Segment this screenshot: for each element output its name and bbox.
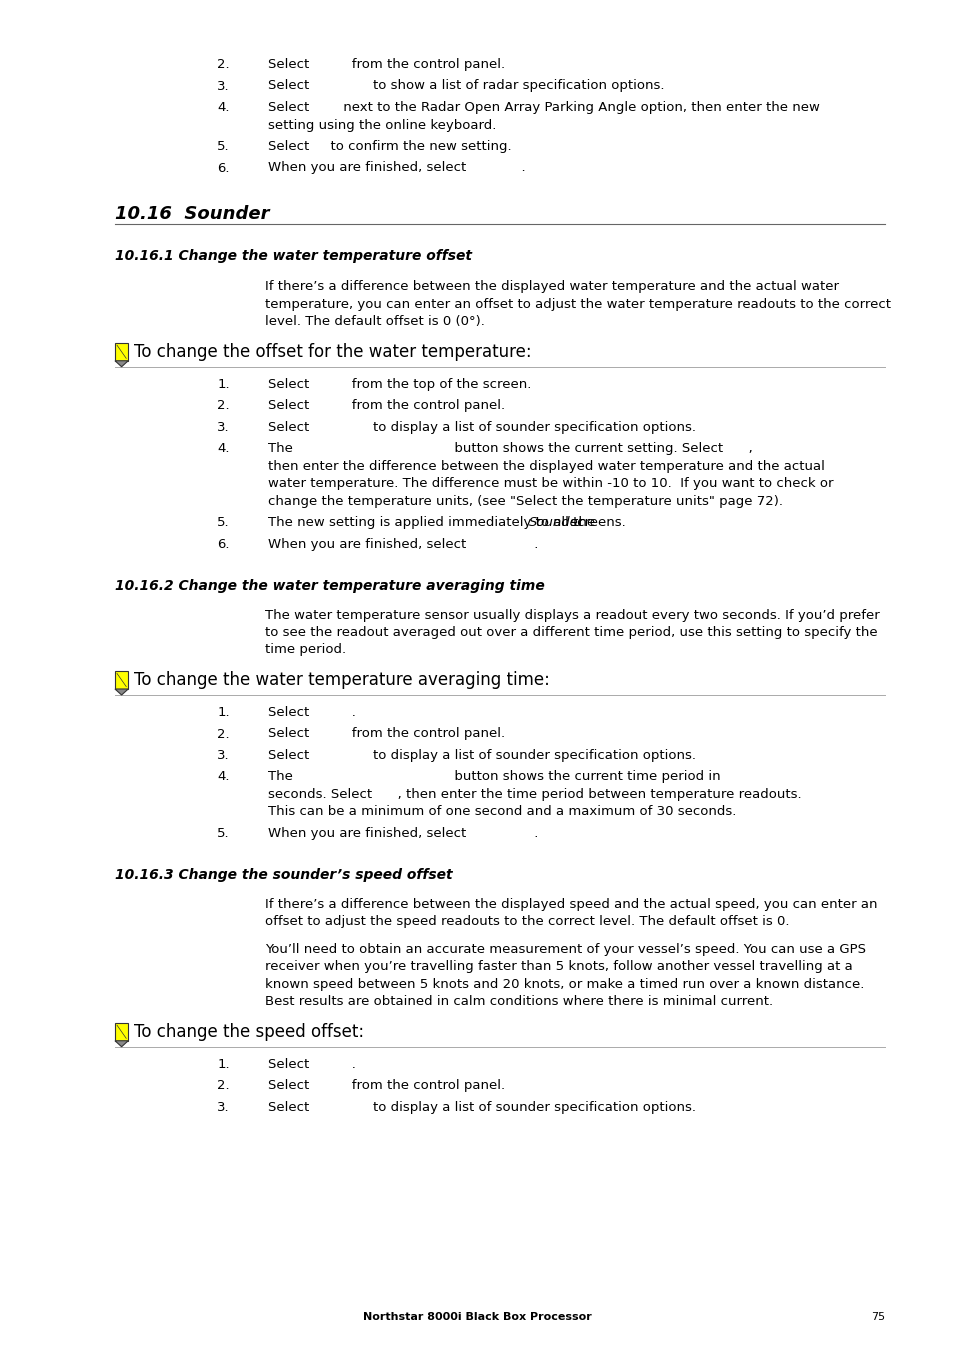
Text: setting using the online keyboard.: setting using the online keyboard. bbox=[268, 119, 496, 131]
Text: 3.: 3. bbox=[217, 1100, 230, 1114]
Text: If there’s a difference between the displayed speed and the actual speed, you ca: If there’s a difference between the disp… bbox=[265, 898, 877, 911]
Text: to see the readout averaged out over a different time period, use this setting t: to see the readout averaged out over a d… bbox=[265, 626, 877, 639]
Text: 5.: 5. bbox=[217, 828, 230, 840]
Polygon shape bbox=[115, 343, 128, 360]
Text: Sounder: Sounder bbox=[529, 516, 584, 529]
Text: If there’s a difference between the displayed water temperature and the actual w: If there’s a difference between the disp… bbox=[265, 281, 838, 293]
Text: 2.: 2. bbox=[217, 1079, 230, 1092]
Text: You’ll need to obtain an accurate measurement of your vessel’s speed. You can us: You’ll need to obtain an accurate measur… bbox=[265, 942, 865, 956]
Text: 10.16.2 Change the water temperature averaging time: 10.16.2 Change the water temperature ave… bbox=[115, 579, 544, 593]
Text: To change the offset for the water temperature:: To change the offset for the water tempe… bbox=[134, 343, 531, 360]
Text: then enter the difference between the displayed water temperature and the actual: then enter the difference between the di… bbox=[268, 460, 824, 472]
Text: To change the speed offset:: To change the speed offset: bbox=[134, 1023, 364, 1041]
Text: 6.: 6. bbox=[217, 162, 230, 174]
Polygon shape bbox=[115, 671, 128, 689]
Polygon shape bbox=[115, 1023, 128, 1041]
Text: change the temperature units, (see "Select the temperature units" page 72).: change the temperature units, (see "Sele… bbox=[268, 494, 782, 508]
Text: This can be a minimum of one second and a maximum of 30 seconds.: This can be a minimum of one second and … bbox=[268, 806, 736, 818]
Text: 2.: 2. bbox=[217, 58, 230, 72]
Text: The water temperature sensor usually displays a readout every two seconds. If yo: The water temperature sensor usually dis… bbox=[265, 609, 879, 621]
Text: 3.: 3. bbox=[217, 80, 230, 93]
Text: 5.: 5. bbox=[217, 516, 230, 529]
Text: level. The default offset is 0 (0°).: level. The default offset is 0 (0°). bbox=[265, 316, 484, 328]
Text: offset to adjust the speed readouts to the correct level. The default offset is : offset to adjust the speed readouts to t… bbox=[265, 915, 789, 929]
Text: Select          from the control panel.: Select from the control panel. bbox=[268, 728, 504, 741]
Text: The new setting is applied immediately to all the: The new setting is applied immediately t… bbox=[268, 516, 598, 529]
Text: Best results are obtained in calm conditions where there is minimal current.: Best results are obtained in calm condit… bbox=[265, 995, 772, 1008]
Text: screens.: screens. bbox=[565, 516, 625, 529]
Text: Select               to display a list of sounder specification options.: Select to display a list of sounder spec… bbox=[268, 421, 696, 433]
Text: 4.: 4. bbox=[217, 443, 230, 455]
Text: Select               to display a list of sounder specification options.: Select to display a list of sounder spec… bbox=[268, 749, 696, 761]
Text: 10.16.3 Change the sounder’s speed offset: 10.16.3 Change the sounder’s speed offse… bbox=[115, 868, 452, 883]
Text: Select          from the control panel.: Select from the control panel. bbox=[268, 400, 504, 412]
Text: Select          from the control panel.: Select from the control panel. bbox=[268, 1079, 504, 1092]
Text: 75: 75 bbox=[870, 1312, 884, 1322]
Text: receiver when you’re travelling faster than 5 knots, follow another vessel trave: receiver when you’re travelling faster t… bbox=[265, 960, 852, 973]
Text: 2.: 2. bbox=[217, 400, 230, 412]
Text: When you are finished, select                .: When you are finished, select . bbox=[268, 537, 537, 551]
Text: 4.: 4. bbox=[217, 771, 230, 783]
Text: 6.: 6. bbox=[217, 537, 230, 551]
Text: 2.: 2. bbox=[217, 728, 230, 741]
Text: time period.: time period. bbox=[265, 644, 346, 656]
Text: Select          .: Select . bbox=[268, 706, 355, 720]
Text: 10.16.1 Change the water temperature offset: 10.16.1 Change the water temperature off… bbox=[115, 248, 472, 263]
Text: Select     to confirm the new setting.: Select to confirm the new setting. bbox=[268, 140, 511, 153]
Text: Select          from the top of the screen.: Select from the top of the screen. bbox=[268, 378, 531, 390]
Text: When you are finished, select                .: When you are finished, select . bbox=[268, 828, 537, 840]
Text: Select          from the control panel.: Select from the control panel. bbox=[268, 58, 504, 72]
Polygon shape bbox=[115, 360, 128, 367]
Text: Northstar 8000i Black Box Processor: Northstar 8000i Black Box Processor bbox=[362, 1312, 591, 1322]
Text: 3.: 3. bbox=[217, 749, 230, 761]
Text: water temperature. The difference must be within -10 to 10.  If you want to chec: water temperature. The difference must b… bbox=[268, 478, 833, 490]
Text: 1.: 1. bbox=[217, 706, 230, 720]
Text: 3.: 3. bbox=[217, 421, 230, 433]
Text: known speed between 5 knots and 20 knots, or make a timed run over a known dista: known speed between 5 knots and 20 knots… bbox=[265, 977, 863, 991]
Text: 1.: 1. bbox=[217, 1058, 230, 1071]
Text: Select          .: Select . bbox=[268, 1058, 355, 1071]
Text: 5.: 5. bbox=[217, 140, 230, 153]
Text: The                                      button shows the current time period in: The button shows the current time period… bbox=[268, 771, 720, 783]
Text: seconds. Select      , then enter the time period between temperature readouts.: seconds. Select , then enter the time pe… bbox=[268, 788, 801, 801]
Text: 4.: 4. bbox=[217, 101, 230, 113]
Text: Select               to show a list of radar specification options.: Select to show a list of radar specifica… bbox=[268, 80, 664, 93]
Text: 10.16  Sounder: 10.16 Sounder bbox=[115, 205, 269, 223]
Text: 1.: 1. bbox=[217, 378, 230, 390]
Text: temperature, you can enter an offset to adjust the water temperature readouts to: temperature, you can enter an offset to … bbox=[265, 298, 890, 311]
Text: When you are finished, select             .: When you are finished, select . bbox=[268, 162, 525, 174]
Text: The                                      button shows the current setting. Selec: The button shows the current setting. Se… bbox=[268, 443, 752, 455]
Polygon shape bbox=[115, 688, 128, 695]
Text: Select               to display a list of sounder specification options.: Select to display a list of sounder spec… bbox=[268, 1100, 696, 1114]
Text: To change the water temperature averaging time:: To change the water temperature averagin… bbox=[134, 671, 550, 689]
Polygon shape bbox=[115, 1041, 128, 1046]
Text: Select        next to the Radar Open Array Parking Angle option, then enter the : Select next to the Radar Open Array Park… bbox=[268, 101, 819, 113]
